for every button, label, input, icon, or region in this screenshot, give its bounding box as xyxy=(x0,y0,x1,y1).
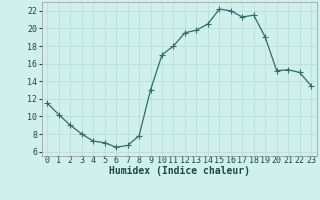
X-axis label: Humidex (Indice chaleur): Humidex (Indice chaleur) xyxy=(109,166,250,176)
